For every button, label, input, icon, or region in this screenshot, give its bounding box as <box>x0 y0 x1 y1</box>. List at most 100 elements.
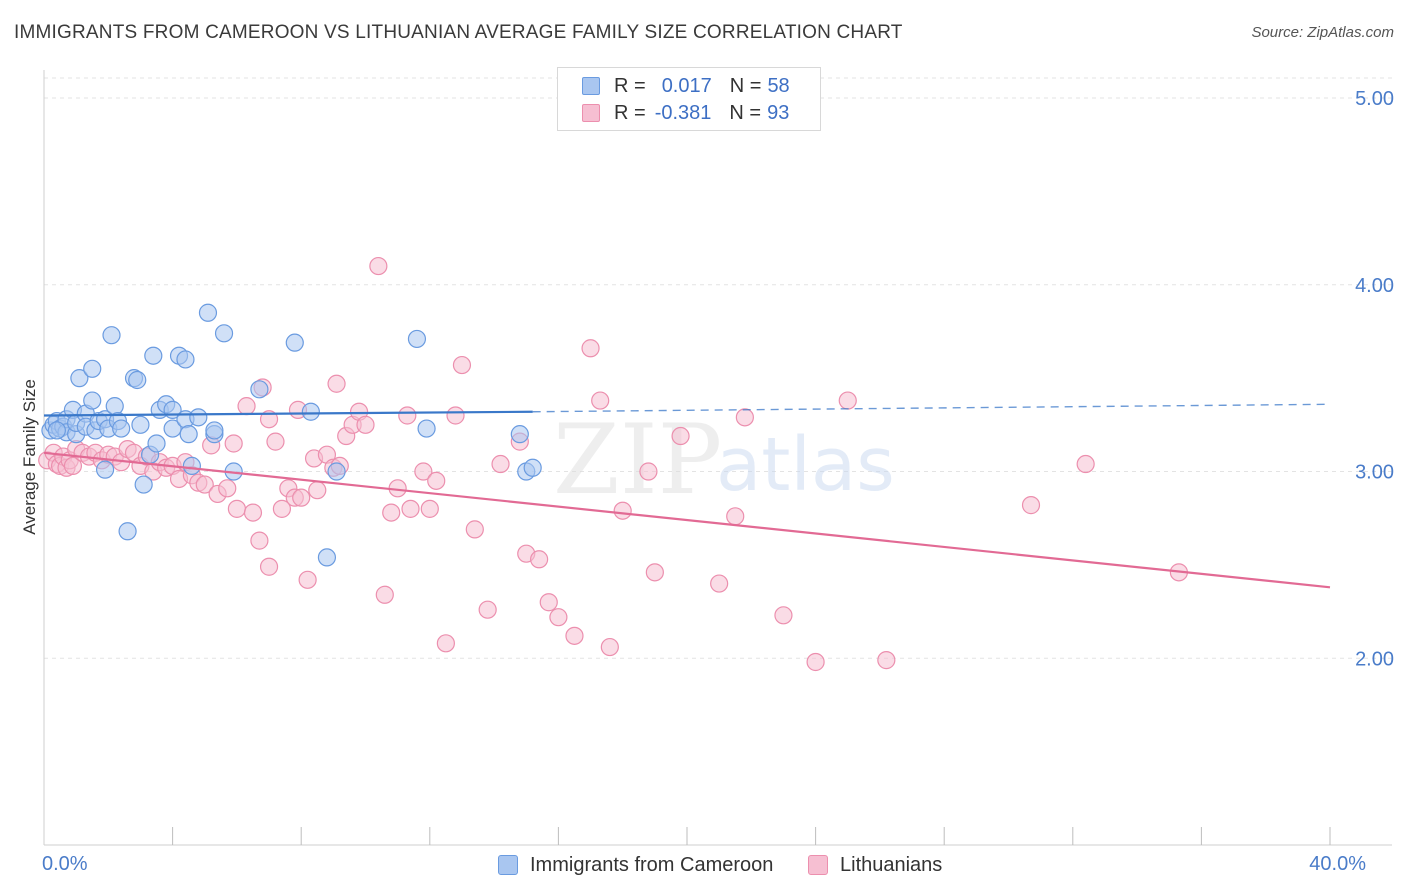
lithuanian-point <box>195 475 214 494</box>
cameroon-point <box>83 391 102 410</box>
lithuanian-point <box>710 574 729 593</box>
legend-r-value: 0.017 <box>661 74 712 97</box>
cameroon-point <box>214 324 234 343</box>
lithuanian-point <box>565 626 584 645</box>
lithuanian-point <box>250 531 269 550</box>
grid-lines <box>44 77 1392 659</box>
lithuanian-point <box>227 499 246 518</box>
bottom-legend-swatch-blue <box>498 855 518 875</box>
cameroon-point <box>118 522 137 541</box>
stats-legend: R = 0.017 N = 58 R = -0.381 N = 93 <box>557 67 821 131</box>
source-label: Source: ZipAtlas.com <box>1251 24 1394 41</box>
bottom-legend-lithuanians: Lithuanians <box>808 852 942 878</box>
cameroon-point <box>134 475 153 494</box>
watermark-zip: ZIP <box>553 404 722 516</box>
cameroon-point <box>182 456 201 476</box>
lithuanian-point <box>581 339 600 358</box>
cameroon-point <box>147 434 166 453</box>
legend-n-label: N = <box>729 101 762 124</box>
lithuanian-point <box>446 406 465 425</box>
bottom-legend-cameroon: Immigrants from Cameroon <box>498 852 773 878</box>
lithuanian-point <box>266 432 285 451</box>
lithuanian-point <box>436 634 455 653</box>
lithuanian-point <box>308 481 327 500</box>
lithuanian-point <box>530 550 549 569</box>
lithuanian-point <box>259 557 279 576</box>
lithuanian-point <box>298 570 317 589</box>
cameroon-point <box>523 458 542 477</box>
cameroon-point <box>510 425 529 444</box>
cameroon-point <box>417 419 436 438</box>
cameroon-point <box>317 548 337 567</box>
trend-lines <box>43 403 1331 589</box>
legend-r-label: R = <box>614 74 646 97</box>
cameroon-point <box>70 369 89 388</box>
lithuanian-point <box>877 651 896 670</box>
legend-swatch-pink <box>582 104 600 122</box>
lithuanian-point <box>452 355 472 375</box>
bottom-legend-swatch-pink <box>808 855 828 875</box>
lithuanian-point <box>243 503 263 522</box>
lithuanian-point <box>478 600 497 619</box>
cameroon-point <box>189 408 208 427</box>
cameroon-point <box>128 370 147 390</box>
cameroon-point <box>95 460 115 479</box>
cameroon-point <box>176 350 195 369</box>
watermark: ZIP atlas <box>553 404 895 516</box>
y-tick-label: 4.00 <box>1355 275 1394 297</box>
lithuanian-trend-line <box>43 451 1331 589</box>
legend-row-cameroon: R = 0.017 N = 58 <box>582 73 790 99</box>
lithuanian-point <box>292 488 311 507</box>
lithuanian-point <box>465 520 484 539</box>
lithuanian-point <box>375 585 394 604</box>
legend-n-value: 93 <box>767 101 790 124</box>
cameroon-point <box>131 415 150 434</box>
chart-title: IMMIGRANTS FROM CAMEROON VS LITHUANIAN A… <box>14 22 903 43</box>
cameroon-point <box>144 346 163 365</box>
legend-swatch-blue <box>582 77 600 95</box>
y-tick-label: 2.00 <box>1355 648 1394 670</box>
lithuanian-point <box>549 608 568 627</box>
lithuanian-point <box>401 499 420 518</box>
legend-r-value: -0.381 <box>654 101 712 124</box>
cameroon-point <box>285 333 304 352</box>
cameroon-point <box>250 380 269 399</box>
cameroon-point <box>179 425 198 444</box>
lithuanian-point <box>259 410 279 429</box>
cameroon-point <box>83 359 102 378</box>
bottom-legend-label: Immigrants from Cameroon <box>530 853 774 876</box>
lithuanian-point <box>224 434 243 453</box>
lithuanian-point <box>774 606 793 625</box>
lithuanian-point <box>1021 496 1041 515</box>
lithuanian-point <box>382 503 401 522</box>
lithuanian-point <box>272 499 292 518</box>
lithuanian-point <box>1076 454 1095 474</box>
legend-r-label: R = <box>614 101 646 124</box>
lithuanian-point <box>356 415 375 434</box>
cameroon-point <box>205 421 224 440</box>
bottom-legend-label: Lithuanians <box>840 853 943 876</box>
y-axis-title: Average Family Size <box>20 379 39 535</box>
x-tick-label: 0.0% <box>42 853 88 875</box>
cameroon-point <box>105 397 124 416</box>
lithuanian-point <box>427 471 446 490</box>
y-tick-label: 5.00 <box>1355 88 1394 110</box>
cameroon-trend-line <box>43 410 533 417</box>
cameroon-point <box>47 421 66 440</box>
legend-n-label: N = <box>729 74 762 97</box>
lithuanian-point <box>369 256 388 276</box>
points-cameroon <box>41 303 542 567</box>
legend-n-value: 58 <box>767 74 790 97</box>
lithuanian-point <box>671 426 690 446</box>
lithuanian-point <box>600 637 619 657</box>
lithuanian-point <box>645 563 664 582</box>
lithuanian-point <box>591 391 610 410</box>
lithuanian-point <box>539 593 558 612</box>
lithuanian-point <box>414 462 433 481</box>
legend-row-lithuanians: R = -0.381 N = 93 <box>582 100 789 126</box>
cameroon-point <box>198 303 218 322</box>
lithuanian-point <box>838 391 857 410</box>
cameroon-point <box>112 419 131 438</box>
lithuanian-point <box>726 507 745 526</box>
lithuanian-point <box>735 408 754 427</box>
